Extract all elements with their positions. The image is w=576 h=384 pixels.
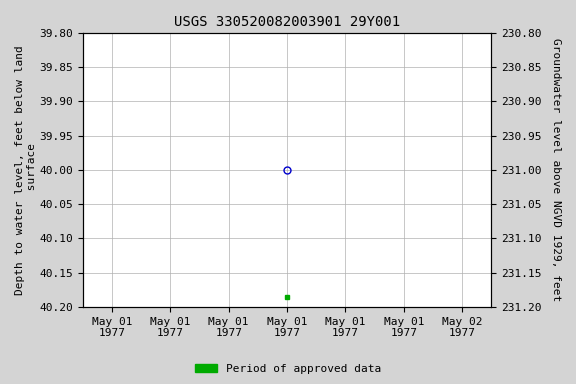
Legend: Period of approved data: Period of approved data — [191, 359, 385, 379]
Title: USGS 330520082003901 29Y001: USGS 330520082003901 29Y001 — [174, 15, 400, 29]
Y-axis label: Groundwater level above NGVD 1929, feet: Groundwater level above NGVD 1929, feet — [551, 38, 561, 301]
Y-axis label: Depth to water level, feet below land
 surface: Depth to water level, feet below land su… — [15, 45, 37, 295]
